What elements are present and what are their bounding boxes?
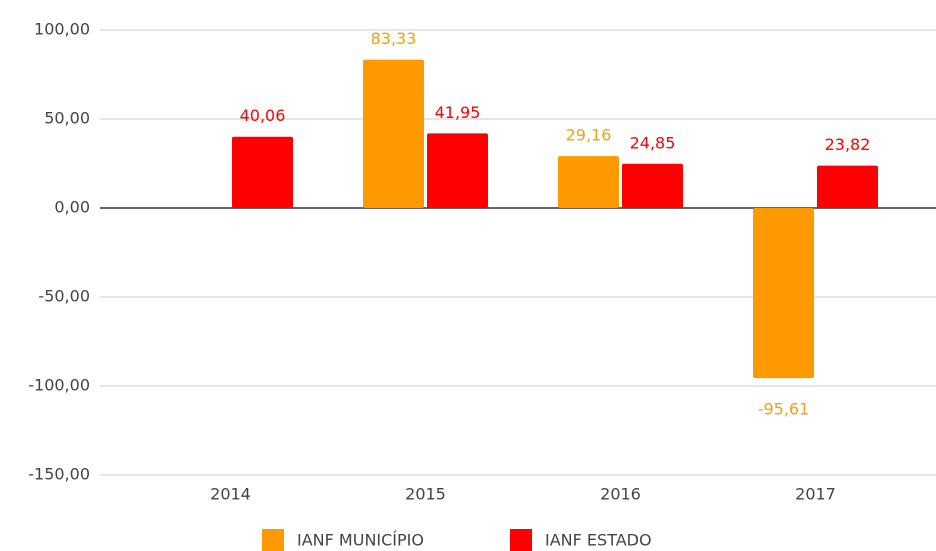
data-label: 83,33 <box>371 29 417 48</box>
bar <box>558 156 619 208</box>
bar <box>817 165 878 208</box>
data-label: 23,82 <box>825 135 871 154</box>
bar <box>622 163 683 208</box>
legend-swatch <box>262 529 284 551</box>
y-tick-label: 0,00 <box>54 198 90 217</box>
x-tick-label: 2015 <box>405 485 446 504</box>
data-label: 40,06 <box>240 106 286 125</box>
legend-label: IANF ESTADO <box>545 531 652 550</box>
y-tick-label: -150,00 <box>28 465 90 484</box>
data-label: 29,16 <box>566 126 612 145</box>
y-tick-label: 100,00 <box>34 20 90 39</box>
legend-swatch <box>510 529 532 551</box>
data-label: -95,61 <box>758 400 810 419</box>
data-label: 24,85 <box>630 133 676 152</box>
y-tick-label: -50,00 <box>38 287 90 306</box>
legend-label: IANF MUNICÍPIO <box>297 531 424 550</box>
y-tick-label: 50,00 <box>44 109 90 128</box>
data-label: 41,95 <box>435 103 481 122</box>
x-tick-label: 2017 <box>795 485 836 504</box>
y-tick-label: -100,00 <box>28 376 90 395</box>
x-tick-label: 2014 <box>210 485 251 504</box>
bar <box>232 136 293 208</box>
bar <box>427 133 488 208</box>
bar <box>753 208 814 379</box>
bar <box>363 59 424 208</box>
x-tick-label: 2016 <box>600 485 641 504</box>
